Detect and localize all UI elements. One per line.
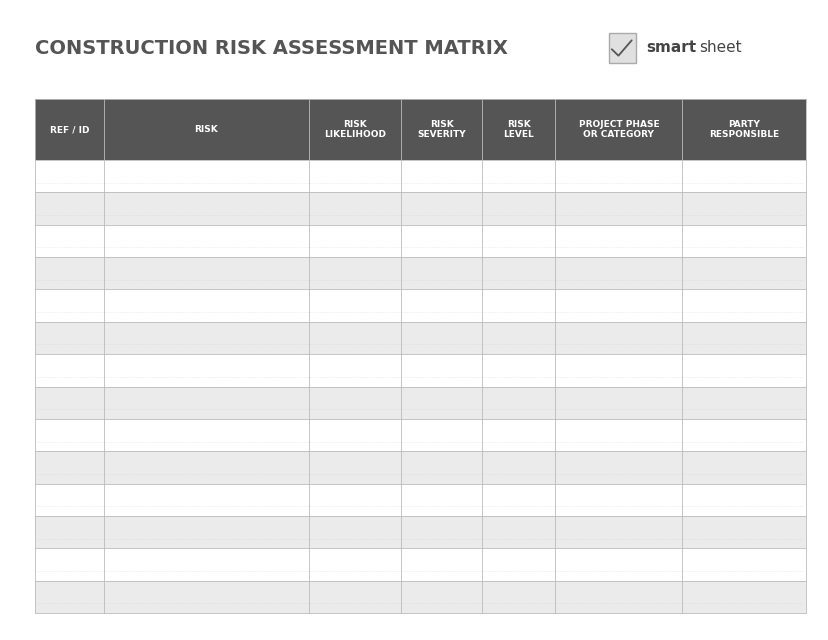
FancyBboxPatch shape — [609, 33, 635, 63]
Text: PROJECT PHASE
OR CATEGORY: PROJECT PHASE OR CATEGORY — [578, 120, 658, 140]
Bar — [35, 387, 805, 419]
Bar — [35, 516, 805, 548]
Text: RISK
SEVERITY: RISK SEVERITY — [416, 120, 465, 140]
Bar — [35, 99, 805, 160]
Text: PARTY
RESPONSIBLE: PARTY RESPONSIBLE — [708, 120, 778, 140]
Text: REF / ID: REF / ID — [50, 125, 89, 134]
Bar — [35, 289, 805, 322]
Bar — [35, 322, 805, 354]
Text: sheet: sheet — [699, 40, 741, 56]
Bar — [35, 257, 805, 289]
Bar — [35, 225, 805, 257]
Bar — [35, 419, 805, 451]
Bar — [35, 580, 805, 613]
Text: smart: smart — [645, 40, 695, 56]
Bar — [35, 160, 805, 193]
Text: RISK: RISK — [195, 125, 218, 134]
Bar — [35, 451, 805, 484]
Text: CONSTRUCTION RISK ASSESSMENT MATRIX: CONSTRUCTION RISK ASSESSMENT MATRIX — [35, 38, 507, 58]
Text: RISK
LEVEL: RISK LEVEL — [503, 120, 533, 140]
Bar — [35, 193, 805, 225]
Bar — [35, 484, 805, 516]
Text: RISK
LIKELIHOOD: RISK LIKELIHOOD — [324, 120, 385, 140]
Bar — [35, 354, 805, 387]
Bar — [35, 548, 805, 580]
